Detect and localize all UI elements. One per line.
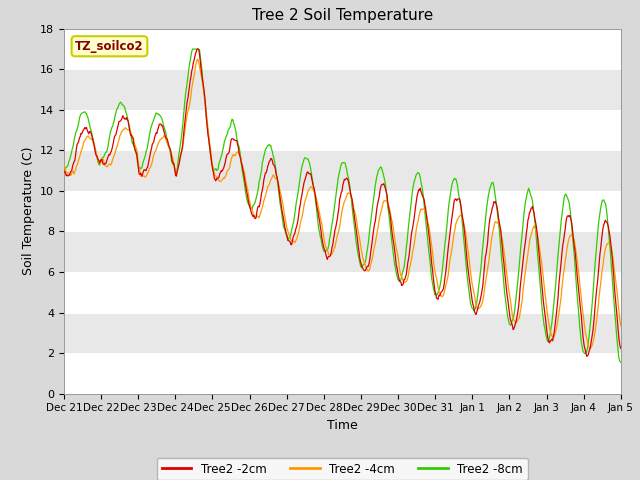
Tree2 -4cm	[184, 109, 192, 115]
Tree2 -4cm	[428, 239, 435, 244]
Tree2 -2cm	[70, 158, 78, 164]
Tree2 -2cm	[184, 95, 192, 101]
Tree2 -8cm	[189, 46, 196, 52]
Tree2 -4cm	[194, 57, 202, 62]
Tree2 -8cm	[127, 136, 135, 142]
Tree2 -2cm	[583, 353, 591, 359]
Bar	[64, 69, 621, 110]
Tree2 -4cm	[214, 176, 222, 181]
Bar	[64, 191, 621, 231]
Title: Tree 2 Soil Temperature: Tree 2 Soil Temperature	[252, 9, 433, 24]
Tree2 -2cm	[428, 254, 435, 260]
Tree2 -8cm	[428, 270, 435, 276]
Line: Tree2 -2cm: Tree2 -2cm	[64, 49, 621, 356]
Tree2 -2cm	[411, 210, 419, 216]
Tree2 -4cm	[587, 346, 595, 351]
Tree2 -4cm	[411, 238, 419, 243]
Legend: Tree2 -2cm, Tree2 -4cm, Tree2 -8cm: Tree2 -2cm, Tree2 -4cm, Tree2 -8cm	[157, 458, 528, 480]
Tree2 -8cm	[617, 360, 625, 365]
Tree2 -2cm	[127, 132, 135, 138]
Tree2 -8cm	[60, 167, 68, 173]
Bar	[64, 29, 621, 69]
Tree2 -8cm	[214, 166, 222, 172]
Bar	[64, 353, 621, 394]
Tree2 -4cm	[127, 132, 135, 138]
Tree2 -2cm	[214, 175, 222, 180]
Line: Tree2 -4cm: Tree2 -4cm	[64, 60, 621, 348]
Tree2 -2cm	[617, 346, 625, 351]
Tree2 -2cm	[193, 46, 201, 52]
Bar	[64, 150, 621, 191]
Line: Tree2 -8cm: Tree2 -8cm	[64, 49, 621, 362]
Tree2 -8cm	[411, 177, 419, 182]
Tree2 -4cm	[70, 171, 78, 177]
Bar	[64, 110, 621, 150]
Bar	[64, 272, 621, 312]
Tree2 -8cm	[184, 73, 192, 79]
Y-axis label: Soil Temperature (C): Soil Temperature (C)	[22, 147, 35, 276]
Tree2 -4cm	[60, 162, 68, 168]
Tree2 -4cm	[617, 323, 625, 329]
Text: TZ_soilco2: TZ_soilco2	[75, 40, 144, 53]
Tree2 -2cm	[60, 169, 68, 175]
Bar	[64, 312, 621, 353]
Tree2 -8cm	[70, 137, 78, 143]
Bar	[64, 231, 621, 272]
X-axis label: Time: Time	[327, 419, 358, 432]
